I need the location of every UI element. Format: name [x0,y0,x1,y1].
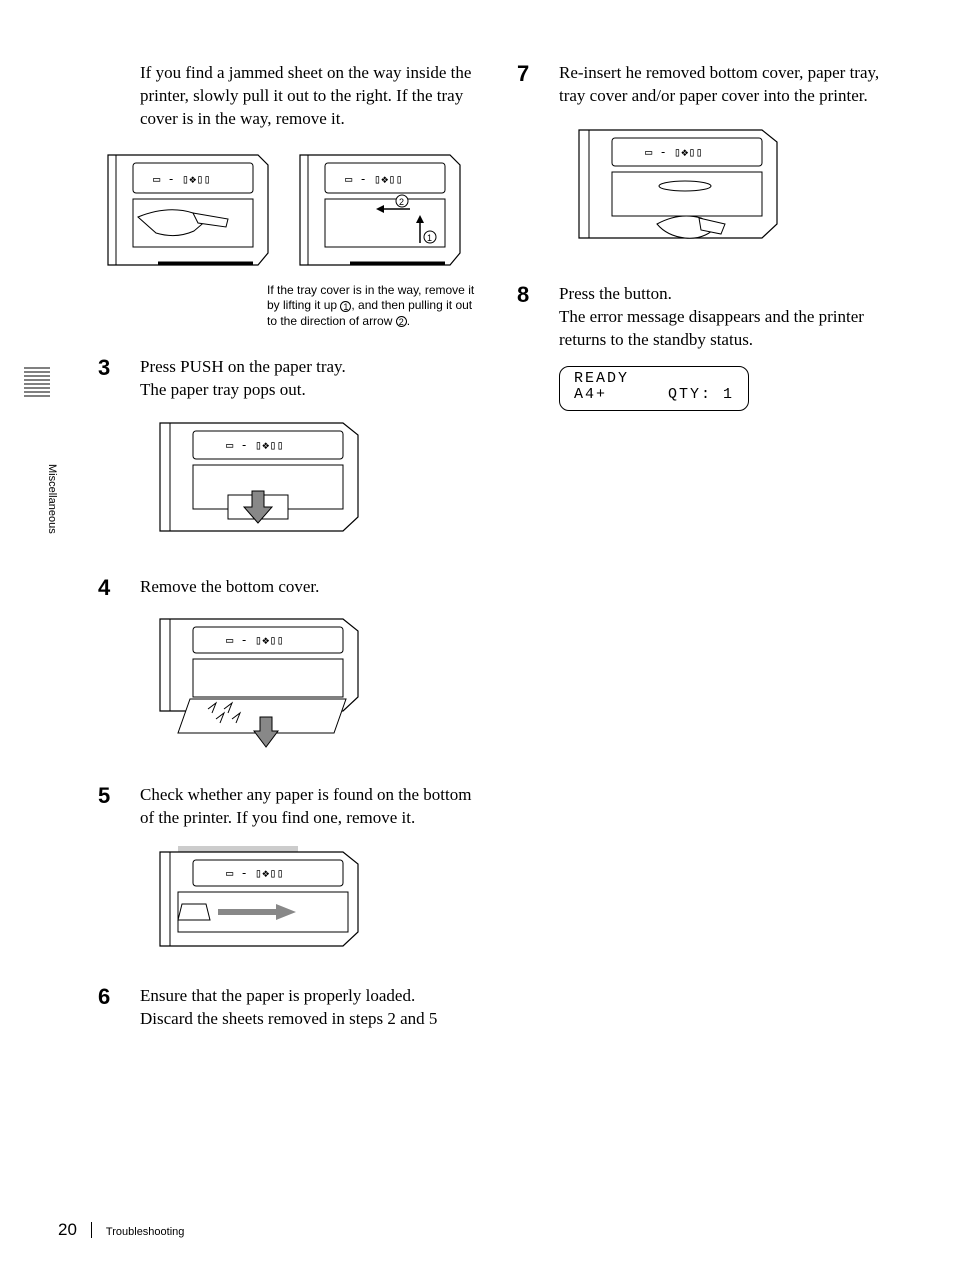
step-number: 7 [517,62,559,85]
step-number: 3 [98,356,140,379]
lcd-line-1: READY [574,371,734,388]
circled-1-icon: 1 [340,301,351,312]
lcd-line-2a: A4+ [574,387,607,404]
printer-figure-push: ▭ - ▯❖▯▯ [148,415,368,545]
step-text: Press PUSH on the paper tray. [140,356,346,379]
step-7: 7 Re-insert he removed bottom cover, pap… [517,62,896,108]
page-number: 20 [58,1220,77,1240]
svg-text:▭ - ▯❖▯▯: ▭ - ▯❖▯▯ [345,172,403,186]
step-number: 4 [98,576,140,599]
printer-figure-traycover: ▭ - ▯❖▯▯ 1 2 [290,145,470,275]
printer-figure-reinsert: ▭ - ▯❖▯▯ [567,122,787,252]
step-number: 6 [98,985,140,1008]
page-footer: 20 Troubleshooting [58,1220,184,1240]
svg-text:▭ - ▯❖▯▯: ▭ - ▯❖▯▯ [153,172,211,186]
step-text: Press the button. [559,283,896,306]
step-3: 3 Press PUSH on the paper tray. The pape… [98,356,477,402]
svg-text:▭ - ▯❖▯▯: ▭ - ▯❖▯▯ [226,633,284,647]
step-5: 5 Check whether any paper is found on th… [98,784,477,830]
svg-text:▭ - ▯❖▯▯: ▭ - ▯❖▯▯ [645,145,703,159]
step-4: 4 Remove the bottom cover. [98,576,477,599]
svg-text:▭ - ▯❖▯▯: ▭ - ▯❖▯▯ [226,866,284,880]
step-8: 8 Press the button. The error message di… [517,283,896,352]
step-text: Re-insert he removed bottom cover, paper… [559,62,896,108]
caption-text: . [407,314,410,328]
footer-divider [91,1222,92,1238]
step-text: Discard the sheets removed in steps 2 an… [140,1008,437,1031]
step-text: The paper tray pops out. [140,379,346,402]
page-tab-marks [22,366,50,436]
svg-text:2: 2 [399,197,404,207]
step-text: Remove the bottom cover. [140,576,319,599]
step-number: 5 [98,784,140,807]
printer-figure-checkpaper: ▭ - ▯❖▯▯ [148,844,368,954]
lcd-display: READY A4+ QTY: 1 [559,366,749,411]
footer-section-title: Troubleshooting [106,1226,184,1238]
right-column: 7 Re-insert he removed bottom cover, pap… [517,62,896,1039]
svg-text:1: 1 [427,233,432,243]
step-text: Check whether any paper is found on the … [140,784,477,830]
step-6: 6 Ensure that the paper is properly load… [98,985,477,1031]
figure-caption: If the tray cover is in the way, remove … [267,283,477,330]
step-text: Ensure that the paper is properly loaded… [140,985,437,1008]
svg-text:▭ - ▯❖▯▯: ▭ - ▯❖▯▯ [226,438,284,452]
circled-2-icon: 2 [396,316,407,327]
printer-figure-bottomcover: ▭ - ▯❖▯▯ [148,613,368,753]
printer-figure-pull: ▭ - ▯❖▯▯ [98,145,278,275]
side-section-label: Miscellaneous [46,464,58,534]
lcd-line-2b: QTY: 1 [668,387,734,404]
left-column: If you find a jammed sheet on the way in… [98,62,477,1039]
step-text: The error message disappears and the pri… [559,306,896,352]
step-number: 8 [517,283,559,306]
intro-paragraph: If you find a jammed sheet on the way in… [140,62,477,131]
